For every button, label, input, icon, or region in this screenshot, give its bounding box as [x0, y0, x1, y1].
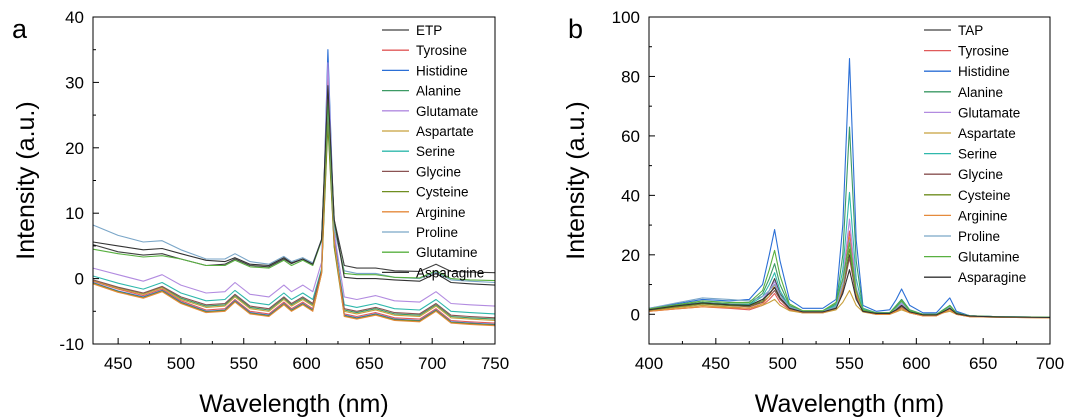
series-line-a-glutamate	[92, 62, 496, 307]
x-tick-label-b-650: 650	[969, 354, 997, 373]
series-line-a-cysteine	[92, 124, 496, 326]
legend-label-b-glutamine: Glutamine	[958, 250, 1020, 265]
series-line-a-arginine	[92, 88, 496, 327]
y-tick-label-a-0: 0	[75, 270, 84, 289]
ticks-a: 450 500 550 600 650 700 750 -10 0 10 20 30 40	[59, 8, 509, 373]
legend-label-a-glutamate: Glutamate	[416, 104, 478, 119]
y-tick-label-a-40: 40	[65, 8, 84, 27]
chart-panel-a: a 450 500 550 600 650 700 750 -10 0 10 20 30 40 Wave…	[12, 8, 509, 418]
legend-label-b-arginine: Arginine	[958, 208, 1008, 223]
series-line-b-alanine	[648, 126, 1051, 318]
y-tick-label-b-0: 0	[631, 305, 640, 324]
y-tick-label-a-10: 10	[65, 204, 84, 223]
legend-label-b-tyrosine: Tyrosine	[958, 44, 1009, 59]
legend-label-b-proline: Proline	[958, 229, 1000, 244]
legend-label-b-asparagine: Asparagine	[958, 270, 1026, 285]
x-axis-title-a: Wavelength (nm)	[199, 390, 388, 418]
x-tick-label-b-600: 600	[902, 354, 930, 373]
legend-label-b-alanine: Alanine	[958, 85, 1003, 100]
legend-label-b-aspartate: Aspartate	[958, 126, 1016, 141]
x-tick-label-a-500: 500	[167, 354, 195, 373]
legend-label-a-tyrosine: Tyrosine	[416, 43, 467, 58]
x-tick-label-a-750: 750	[481, 354, 509, 373]
series-layer-a	[92, 49, 496, 327]
x-tick-label-a-550: 550	[230, 354, 258, 373]
legend-a: ETP Tyrosine Histidine Alanine Glutamate Aspa…	[382, 23, 484, 280]
legend-label-a-glycine: Glycine	[416, 164, 461, 179]
series-layer-b	[648, 58, 1051, 319]
x-tick-label-b-550: 550	[835, 354, 863, 373]
legend-label-b-serine: Serine	[958, 147, 997, 162]
panel-label-b: b	[568, 14, 583, 44]
series-line-a-aspartate	[92, 114, 496, 322]
x-axis-title-b: Wavelength (nm)	[755, 390, 944, 418]
panel-label-a: a	[12, 14, 28, 44]
legend-label-b-glycine: Glycine	[958, 167, 1003, 182]
y-axis-title-b: Intensity (a.u.)	[562, 101, 590, 259]
series-line-a-serine	[92, 108, 496, 315]
series-line-a-proline	[92, 104, 496, 284]
y-tick-label-b-100: 100	[612, 8, 640, 27]
y-tick-label-a-30: 30	[65, 73, 84, 92]
chart-panel-b: b 400 450 500 550 600 650 700 0 20 40 60 80 100 Wave…	[562, 8, 1064, 418]
y-axis-title-a: Intensity (a.u.)	[12, 101, 40, 259]
x-tick-label-b-450: 450	[702, 354, 730, 373]
legend-label-a-glutamine: Glutamine	[416, 245, 478, 260]
legend-label-a-cysteine: Cysteine	[416, 185, 469, 200]
legend-label-b-glutamate: Glutamate	[958, 105, 1020, 120]
series-line-a-asparagine	[92, 85, 496, 286]
x-tick-label-b-500: 500	[768, 354, 796, 373]
y-tick-label-b-80: 80	[621, 67, 640, 86]
x-tick-label-b-400: 400	[635, 354, 663, 373]
legend-label-a-aspartate: Aspartate	[416, 124, 474, 139]
x-tick-label-a-700: 700	[418, 354, 446, 373]
y-tick-label-b-60: 60	[621, 127, 640, 146]
series-line-b-histidine	[648, 58, 1051, 318]
ticks-b: 400 450 500 550 600 650 700 0 20 40 60 80 100	[612, 8, 1065, 373]
legend-label-b-tap: TAP	[958, 23, 983, 38]
y-tick-label-a-20: 20	[65, 139, 84, 158]
y-tick-label-a--10: -10	[59, 335, 84, 354]
x-tick-label-a-650: 650	[355, 354, 383, 373]
legend-b: TAP Tyrosine Histidine Alanine Glutamate Aspa…	[924, 23, 1026, 285]
legend-label-b-histidine: Histidine	[958, 64, 1010, 79]
legend-label-a-histidine: Histidine	[416, 63, 468, 78]
legend-label-b-cysteine: Cysteine	[958, 188, 1011, 203]
legend-label-a-proline: Proline	[416, 225, 458, 240]
series-line-b-glycine	[648, 257, 1051, 319]
x-tick-label-a-600: 600	[292, 354, 320, 373]
y-tick-label-b-20: 20	[621, 246, 640, 265]
legend-label-a-alanine: Alanine	[416, 84, 461, 99]
series-line-a-glycine	[92, 117, 496, 319]
legend-label-a-etp: ETP	[416, 23, 442, 38]
x-tick-label-a-450: 450	[104, 354, 132, 373]
legend-label-a-serine: Serine	[416, 144, 455, 159]
x-tick-label-b-700: 700	[1036, 354, 1064, 373]
series-line-b-asparagine	[648, 269, 1051, 319]
legend-label-a-asparagine: Asparagine	[416, 265, 484, 280]
series-line-a-alanine	[92, 98, 496, 320]
series-line-b-glutamine	[648, 242, 1051, 318]
series-line-a-glutamine	[92, 101, 496, 282]
series-line-a-tyrosine	[92, 75, 496, 324]
y-tick-label-b-40: 40	[621, 186, 640, 205]
legend-label-a-arginine: Arginine	[416, 205, 466, 220]
